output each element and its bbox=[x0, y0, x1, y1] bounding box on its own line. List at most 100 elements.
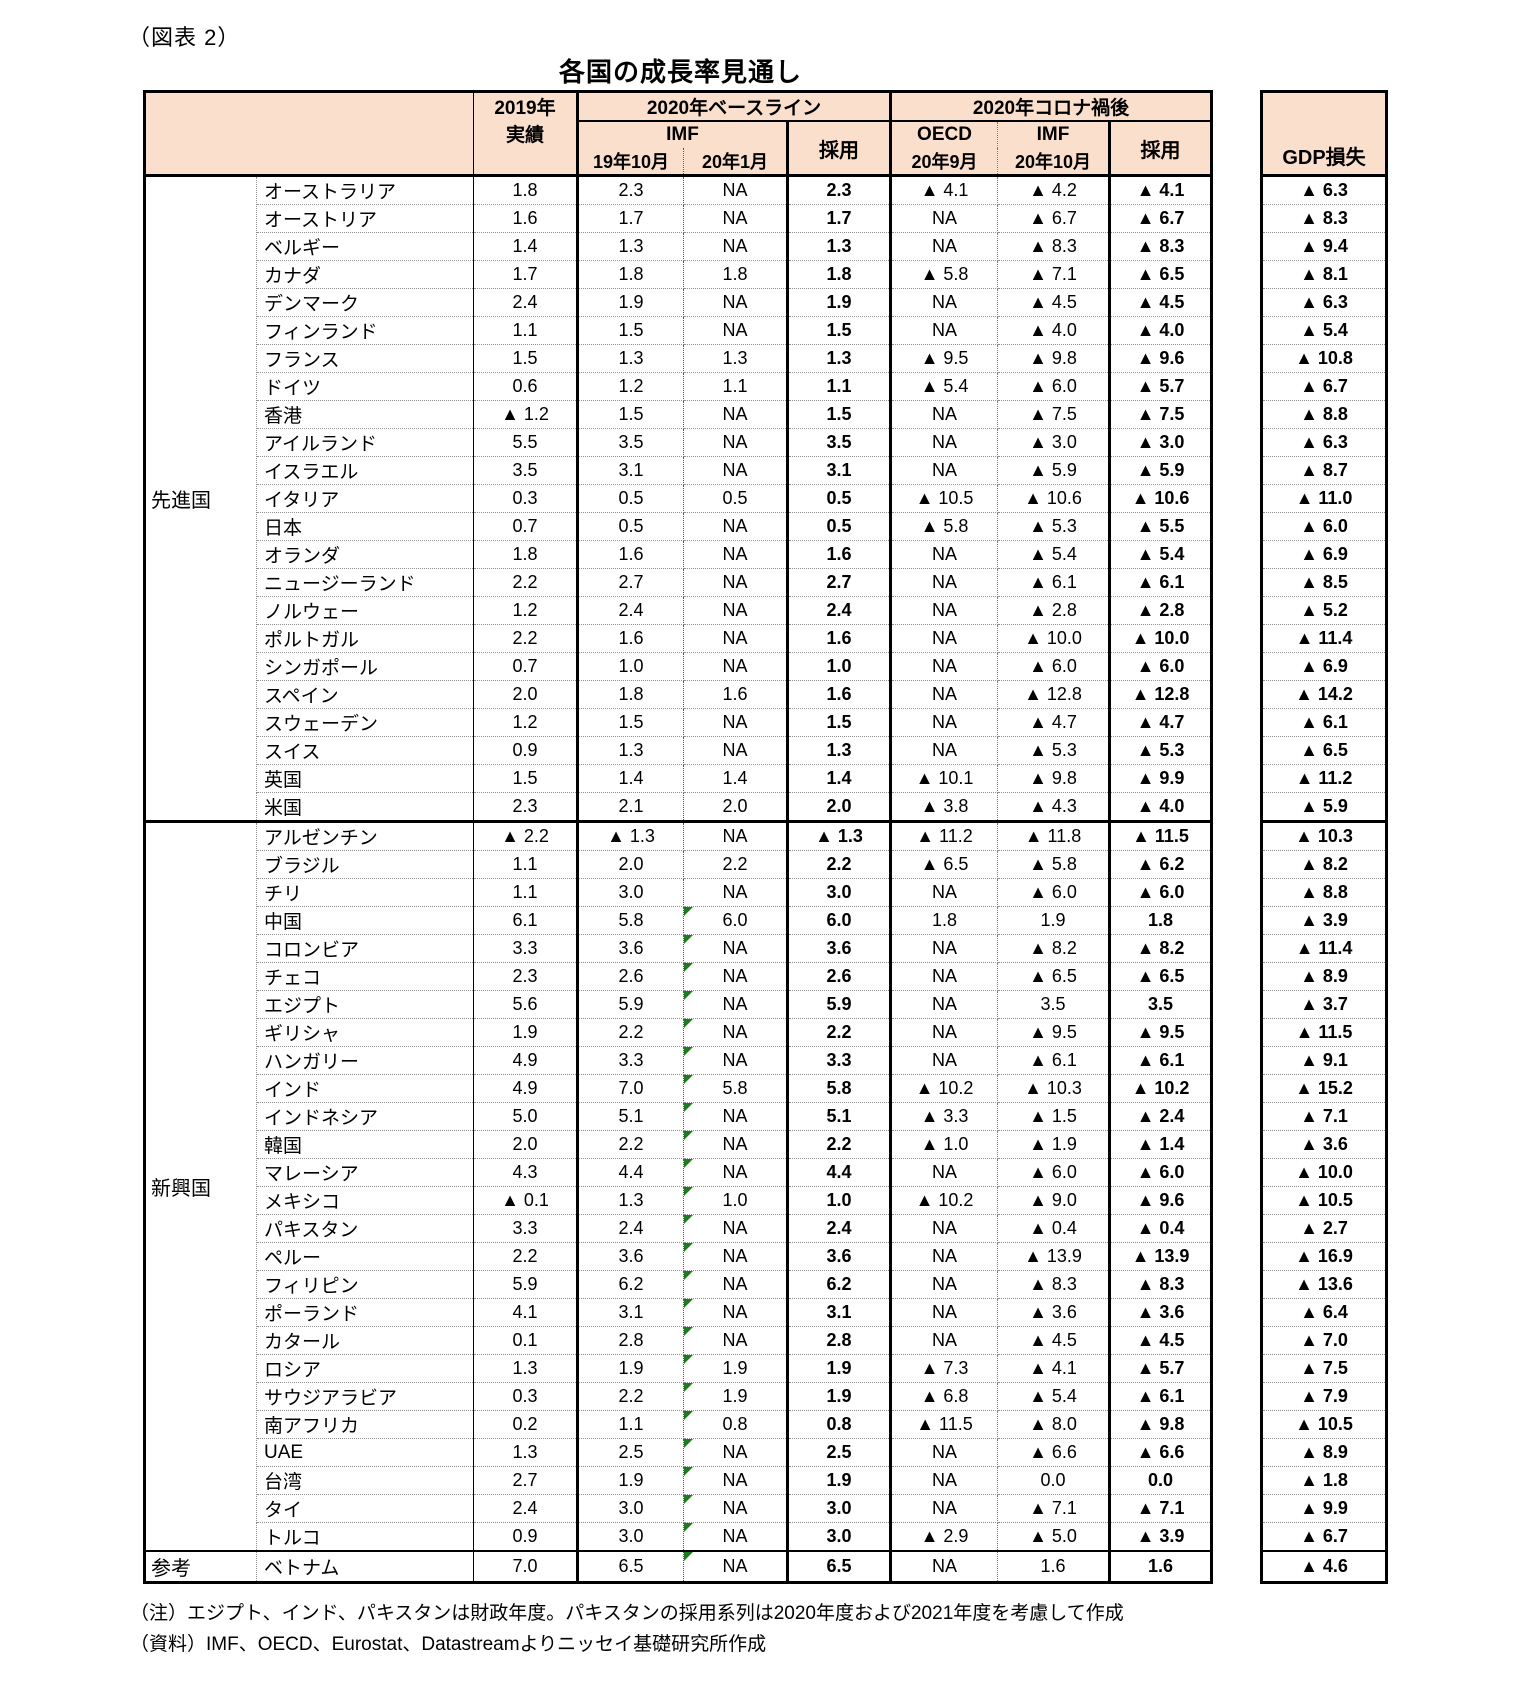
adopted-corona-cell: ▲ 10.2 bbox=[1109, 1074, 1213, 1104]
adopted-corona-cell: ▲ 10.0 bbox=[1109, 624, 1213, 654]
adopted-baseline-cell: 3.0 bbox=[787, 1522, 892, 1552]
country-name: マレーシア bbox=[256, 1158, 474, 1188]
imf-jan20-cell: NA bbox=[683, 512, 789, 542]
adopted-corona-cell: 1.6 bbox=[1109, 1549, 1213, 1584]
note-line-1: （注）エジプト、インド、パキスタンは財政年度。パキスタンの採用系列は2020年度… bbox=[130, 1603, 1124, 1624]
imf-jan20-cell: NA bbox=[683, 288, 789, 318]
country-name: チリ bbox=[256, 878, 474, 908]
country-name: ハンガリー bbox=[256, 1046, 474, 1076]
gdp-loss-cell: ▲ 6.3 bbox=[1260, 428, 1388, 458]
table-gap bbox=[1211, 1242, 1262, 1271]
imf-oct19-cell: 5.8 bbox=[577, 906, 684, 936]
imf-oct20-cell: ▲ 5.8 bbox=[997, 850, 1111, 880]
actual-2019-cell: 0.2 bbox=[473, 1410, 579, 1440]
flag-marker-icon bbox=[684, 1439, 693, 1449]
imf-oct19-cell: 1.9 bbox=[577, 288, 684, 318]
imf-oct20-cell: ▲ 7.5 bbox=[997, 400, 1111, 430]
table-gap bbox=[1211, 456, 1262, 485]
growth-outlook-table-wrap: 2019年 実績 2020年ベースライン 2020年コロナ禍後 GDP損失 IM… bbox=[143, 89, 1388, 1584]
oecd-sep20-cell: NA bbox=[890, 736, 998, 766]
figure-label: （図表 2） bbox=[128, 25, 241, 50]
actual-2019-cell: 0.7 bbox=[473, 652, 579, 682]
adopted-baseline-cell: 2.4 bbox=[787, 1214, 892, 1244]
oecd-sep20-cell: ▲ 5.8 bbox=[890, 260, 998, 290]
imf-oct20-cell: ▲ 8.3 bbox=[997, 1270, 1111, 1300]
imf-oct20-cell: ▲ 10.0 bbox=[997, 624, 1111, 654]
oecd-sep20-cell: NA bbox=[890, 680, 998, 710]
flag-marker-icon bbox=[684, 1411, 693, 1421]
table-row: イタリア 0.3 0.5 0.5 0.5 ▲ 10.5 ▲ 10.6 ▲ 10.6 ▲ 11.0 bbox=[145, 484, 1388, 514]
actual-2019-cell: 2.2 bbox=[473, 568, 579, 598]
table-gap bbox=[1211, 1326, 1262, 1355]
gdp-loss-cell: ▲ 8.7 bbox=[1260, 456, 1388, 486]
gdp-loss-cell: ▲ 8.2 bbox=[1260, 850, 1388, 880]
country-name: タイ bbox=[256, 1494, 474, 1523]
imf-jan20-cell: NA bbox=[683, 1438, 789, 1467]
imf-oct20-cell: ▲ 9.8 bbox=[997, 344, 1111, 374]
imf-oct19-cell: 1.2 bbox=[577, 372, 684, 402]
imf-oct20-cell: 3.5 bbox=[997, 990, 1111, 1020]
table-gap bbox=[1211, 1382, 1262, 1411]
imf-oct19-cell: 1.9 bbox=[577, 1466, 684, 1495]
flag-marker-icon bbox=[684, 1187, 693, 1197]
table-gap bbox=[1211, 990, 1262, 1019]
flag-marker-icon bbox=[684, 1243, 693, 1253]
adopted-corona-cell: ▲ 5.7 bbox=[1109, 1354, 1213, 1384]
imf-jan20-cell: NA bbox=[683, 204, 789, 234]
imf-jan20-cell: NA bbox=[683, 1270, 789, 1300]
table-row: 南アフリカ 0.2 1.1 0.8 0.8 ▲ 11.5 ▲ 8.0 ▲ 9.8 ▲ 10.5 bbox=[145, 1410, 1388, 1440]
table-row: チェコ 2.3 2.6 NA 2.6 NA ▲ 6.5 ▲ 6.5 ▲ 8.9 bbox=[145, 962, 1388, 992]
gdp-loss-cell: ▲ 6.7 bbox=[1260, 372, 1388, 402]
adopted-baseline-cell: 0.5 bbox=[787, 512, 892, 542]
adopted-corona-cell: ▲ 6.1 bbox=[1109, 568, 1213, 598]
adopted-corona-cell: ▲ 12.8 bbox=[1109, 680, 1213, 710]
country-name: 南アフリカ bbox=[256, 1410, 474, 1440]
adopted-corona-cell: ▲ 6.5 bbox=[1109, 260, 1213, 290]
oecd-sep20-cell: ▲ 9.5 bbox=[890, 344, 998, 374]
header-imf-corona: IMF bbox=[997, 121, 1111, 149]
country-name: メキシコ bbox=[256, 1186, 474, 1216]
imf-oct19-cell: 3.0 bbox=[577, 878, 684, 908]
actual-2019-cell: 5.6 bbox=[473, 990, 579, 1020]
imf-oct20-cell: ▲ 9.0 bbox=[997, 1186, 1111, 1216]
actual-2019-cell: 2.3 bbox=[473, 792, 579, 823]
country-name: ペルー bbox=[256, 1242, 474, 1272]
footnotes: （注）エジプト、インド、パキスタンは財政年度。パキスタンの採用系列は2020年度… bbox=[130, 1598, 1124, 1660]
table-gap bbox=[1211, 850, 1262, 879]
actual-2019-cell: 1.3 bbox=[473, 1354, 579, 1384]
imf-oct20-cell: ▲ 5.4 bbox=[997, 540, 1111, 570]
table-row: 参考 ベトナム 7.0 6.5 NA 6.5 NA 1.6 1.6 ▲ 4.6 bbox=[143, 1549, 1388, 1584]
imf-oct20-cell: ▲ 5.4 bbox=[997, 1382, 1111, 1412]
oecd-sep20-cell: NA bbox=[890, 1270, 998, 1300]
oecd-sep20-cell: ▲ 3.8 bbox=[890, 792, 998, 823]
adopted-baseline-cell: 4.4 bbox=[787, 1158, 892, 1188]
table-row: ポルトガル 2.2 1.6 NA 1.6 NA ▲ 10.0 ▲ 10.0 ▲ 11.4 bbox=[145, 624, 1388, 654]
imf-jan20-cell: NA bbox=[683, 540, 789, 570]
imf-jan20-cell: 1.0 bbox=[683, 1186, 789, 1216]
imf-oct19-cell: 2.6 bbox=[577, 962, 684, 992]
country-name: ベルギー bbox=[256, 232, 474, 262]
imf-oct19-cell: 2.8 bbox=[577, 1326, 684, 1356]
imf-jan20-cell: NA bbox=[683, 1298, 789, 1328]
table-row: トルコ 0.9 3.0 NA 3.0 ▲ 2.9 ▲ 5.0 ▲ 3.9 ▲ 6.7 bbox=[145, 1522, 1388, 1552]
country-name: 香港 bbox=[256, 400, 474, 430]
oecd-sep20-cell: NA bbox=[890, 288, 998, 318]
table-gap bbox=[1211, 1354, 1262, 1383]
imf-oct19-cell: 1.3 bbox=[577, 736, 684, 766]
table-gap bbox=[1211, 736, 1262, 765]
adopted-baseline-cell: 1.0 bbox=[787, 1186, 892, 1216]
oecd-sep20-cell: NA bbox=[890, 1494, 998, 1523]
adopted-corona-cell: ▲ 7.5 bbox=[1109, 400, 1213, 430]
imf-jan20-cell: NA bbox=[683, 232, 789, 262]
table-row: インド 4.9 7.0 5.8 5.8 ▲ 10.2 ▲ 10.3 ▲ 10.2 ▲ 15.2 bbox=[145, 1074, 1388, 1104]
actual-2019-cell: 4.9 bbox=[473, 1074, 579, 1104]
imf-oct20-cell: ▲ 10.3 bbox=[997, 1074, 1111, 1104]
actual-2019-cell: 1.1 bbox=[473, 878, 579, 908]
table-row: ポーランド 4.1 3.1 NA 3.1 NA ▲ 3.6 ▲ 3.6 ▲ 6.4 bbox=[145, 1298, 1388, 1328]
country-name: エジプト bbox=[256, 990, 474, 1020]
actual-2019-cell: 1.7 bbox=[473, 260, 579, 290]
adopted-corona-cell: ▲ 5.7 bbox=[1109, 372, 1213, 402]
imf-oct19-cell: 1.7 bbox=[577, 204, 684, 234]
adopted-corona-cell: ▲ 9.5 bbox=[1109, 1018, 1213, 1048]
table-gap bbox=[1211, 1550, 1262, 1583]
